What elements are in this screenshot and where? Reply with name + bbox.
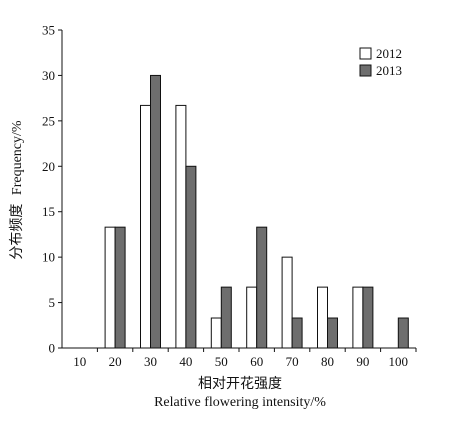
bar-2012-50 (210, 317, 222, 349)
bar-2012-40 (175, 104, 187, 349)
legend-swatch-2012 (359, 47, 372, 60)
x-tick-label: 80 (321, 354, 334, 369)
bar-2013-100 (397, 317, 409, 349)
bar-2012-20 (104, 226, 116, 349)
y-tick-label: 15 (42, 204, 55, 219)
y-axis-title: 分布频度 Frequency/% (9, 120, 25, 259)
x-tick-label: 90 (356, 354, 369, 369)
legend: 2012 2013 (359, 46, 402, 78)
x-tick-label: 60 (250, 354, 263, 369)
x-tick-label: 50 (215, 354, 228, 369)
legend-label-2012: 2012 (376, 46, 402, 61)
y-axis-title-cn: 分布频度 (9, 204, 25, 260)
bar-2012-80 (317, 286, 328, 349)
bar-2013-20 (114, 226, 126, 349)
bar-2012-60 (246, 286, 258, 349)
bar-2013-80 (327, 317, 338, 349)
y-tick-label: 35 (42, 23, 55, 38)
x-tick-label: 30 (144, 354, 157, 369)
x-tick-label: 10 (73, 354, 86, 369)
bar-2013-60 (256, 226, 268, 349)
bar-2013-70 (291, 317, 303, 349)
bar-2012-30 (140, 104, 151, 349)
bar-2013-30 (150, 74, 161, 349)
axes-layer: 0 5 10 15 20 25 30 35 10 20 30 40 50 60 70 80 90 100 (42, 23, 417, 369)
x-tick-label: 100 (389, 354, 409, 369)
y-tick-label: 20 (42, 159, 55, 174)
y-tick-label: 5 (49, 295, 56, 310)
x-axis-title-cn: 相对开花强度 (198, 376, 282, 392)
y-tick-label: 10 (42, 250, 55, 265)
bar-2013-90 (362, 286, 374, 349)
y-tick-label: 0 (49, 341, 56, 356)
legend-swatch-2013 (359, 64, 372, 77)
labels-layer: 相对开花强度 Relative flowering intensity/% 分布… (9, 120, 326, 410)
bar-2012-90 (352, 286, 364, 349)
bars-layer (104, 74, 409, 349)
y-tick-label: 30 (42, 68, 55, 83)
x-axis-title-en: Relative flowering intensity/% (154, 395, 326, 410)
x-tick-label: 40 (179, 354, 192, 369)
legend-label-2013: 2013 (376, 63, 402, 78)
x-tick-label: 70 (286, 354, 299, 369)
bar-2012-70 (281, 256, 293, 349)
bar-2013-50 (220, 286, 232, 349)
x-tick-label: 20 (109, 354, 122, 369)
y-tick-label: 25 (42, 113, 55, 128)
bar-2013-40 (185, 165, 197, 349)
y-axis-title-en: Frequency/% (10, 120, 25, 195)
